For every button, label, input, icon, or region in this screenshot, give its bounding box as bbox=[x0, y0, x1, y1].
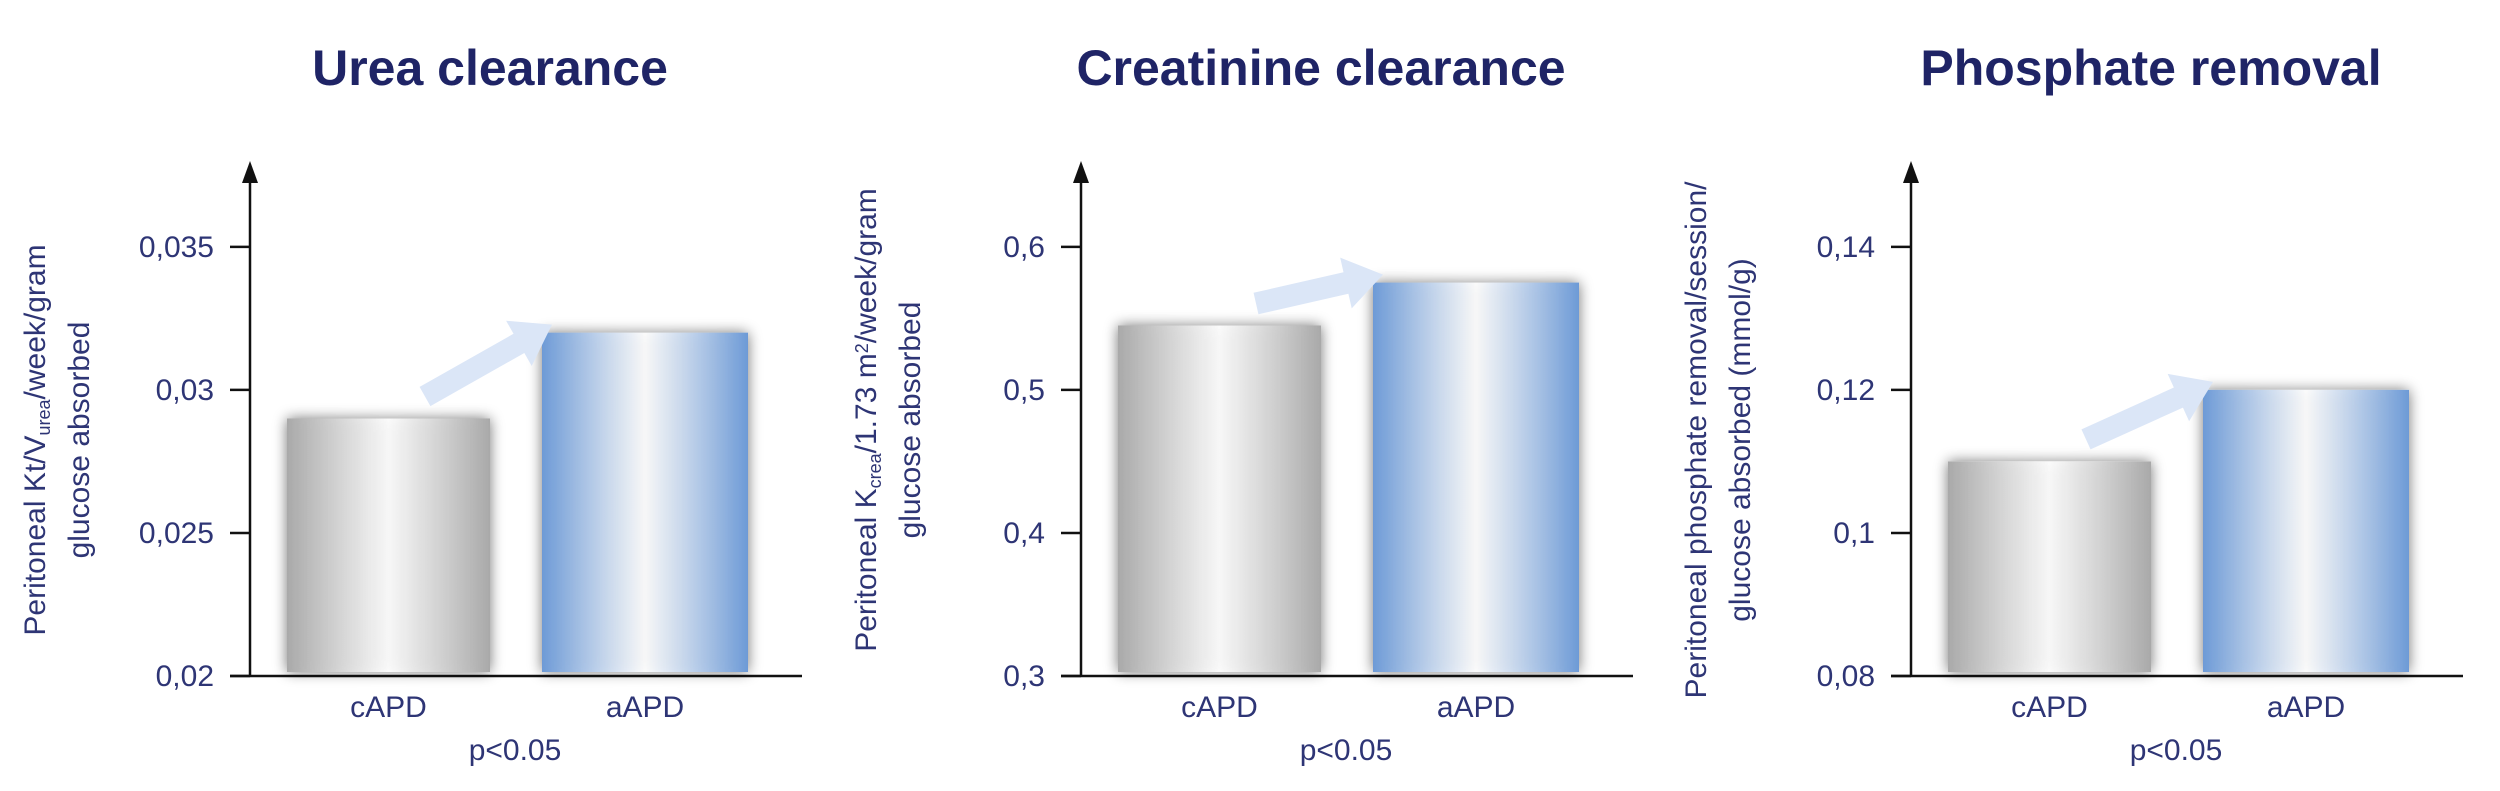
y-axis-label-part: Peritoneal K bbox=[850, 488, 883, 651]
y-axis-label-part: crea bbox=[865, 452, 885, 488]
y-axis-label: Peritoneal phosphate removal/session/glu… bbox=[1680, 181, 1757, 699]
bar bbox=[287, 418, 490, 672]
chart-title: Phosphate removal bbox=[1920, 40, 2381, 96]
y-tick-label: 0,025 bbox=[139, 517, 214, 550]
y-tick-label: 0,02 bbox=[156, 660, 214, 693]
y-axis-label-part: /week/gram bbox=[850, 188, 883, 343]
y-axis-label: Peritoneal Kt/Vurea/week/gram glucose abs… bbox=[19, 244, 96, 635]
y-axis-label-part: /week/gram bbox=[19, 244, 52, 399]
y-axis-label-part: glucose absorbed bbox=[894, 302, 927, 539]
bar bbox=[2203, 389, 2409, 672]
y-tick-label: 0,4 bbox=[1003, 517, 1045, 550]
y-axis-label-part: Peritoneal phosphate removal/session/ bbox=[1680, 181, 1713, 699]
y-axis-label-part: Peritoneal Kt/V bbox=[19, 435, 52, 635]
bar bbox=[1948, 461, 2151, 672]
trend-arrow bbox=[2081, 373, 2214, 450]
y-axis-label: Peritoneal Kcrea/1.73 m2/week/gram glucos… bbox=[850, 188, 927, 652]
y-tick-label: 0,5 bbox=[1003, 374, 1045, 407]
y-axis-label-part: glucose absorbed bbox=[63, 322, 96, 559]
y-axis-label-line: Peritoneal phosphate removal/session/ bbox=[1680, 181, 1713, 699]
annotation: p<0.05 bbox=[1300, 734, 1393, 767]
y-tick-label: 0,03 bbox=[156, 374, 214, 407]
y-tick-label: 0,035 bbox=[139, 231, 214, 264]
chart: Urea clearance 0,02 0,025 0,03 0,035 Peritone… bbox=[19, 40, 802, 767]
chart: Creatinine clearance 0,3 0,4 0,5 0,6 Peritone… bbox=[850, 40, 1633, 767]
chart-title: Urea clearance bbox=[312, 40, 668, 96]
trend-arrow-shape bbox=[419, 320, 552, 407]
y-tick-label: 0,6 bbox=[1003, 231, 1045, 264]
bar bbox=[542, 332, 748, 672]
y-tick-label: 0,3 bbox=[1003, 660, 1045, 693]
y-axis-arrow bbox=[1073, 161, 1089, 183]
x-tick-label: aAPD bbox=[606, 691, 684, 724]
x-tick-label: cAPD bbox=[1181, 691, 1258, 724]
y-axis-label-line: Peritoneal Kcrea/1.73 m2/week/gram bbox=[850, 188, 885, 652]
y-axis-label-part: 2 bbox=[852, 343, 872, 353]
y-axis-label-part: urea bbox=[34, 398, 54, 435]
trend-arrow-shape bbox=[2081, 373, 2214, 450]
y-axis-label-part: /1.73 m bbox=[850, 353, 883, 453]
y-axis-arrow bbox=[242, 161, 258, 183]
y-axis-label-line: glucose absorbed bbox=[894, 302, 927, 539]
annotation: p<0.05 bbox=[2130, 734, 2223, 767]
y-axis-label-line: glucose absorbed bbox=[63, 322, 96, 559]
y-axis-label-line: glucose absorbed (mmol/g) bbox=[1724, 258, 1757, 622]
y-tick-label: 0,1 bbox=[1833, 517, 1875, 550]
bar bbox=[1118, 325, 1321, 672]
x-tick-label: cAPD bbox=[2011, 691, 2088, 724]
x-tick-label: aAPD bbox=[1437, 691, 1515, 724]
y-axis-label-line: Peritoneal Kt/Vurea/week/gram bbox=[19, 244, 54, 635]
y-tick-label: 0,08 bbox=[1817, 660, 1875, 693]
x-tick-label: cAPD bbox=[350, 691, 427, 724]
bar bbox=[1373, 282, 1579, 672]
trend-arrow bbox=[1253, 257, 1384, 315]
y-axis-arrow bbox=[1903, 161, 1919, 183]
chart-title: Creatinine clearance bbox=[1076, 40, 1565, 96]
y-tick-label: 0,12 bbox=[1817, 374, 1875, 407]
trend-arrow-shape bbox=[1253, 257, 1384, 315]
y-tick-label: 0,14 bbox=[1817, 231, 1875, 264]
annotation: p<0.05 bbox=[469, 734, 562, 767]
chart: Phosphate removal 0,08 0,1 0,12 0,14 Peritone… bbox=[1680, 40, 2463, 767]
x-tick-label: aAPD bbox=[2267, 691, 2345, 724]
trend-arrow bbox=[419, 320, 552, 407]
y-axis-label-part: glucose absorbed (mmol/g) bbox=[1724, 258, 1757, 622]
